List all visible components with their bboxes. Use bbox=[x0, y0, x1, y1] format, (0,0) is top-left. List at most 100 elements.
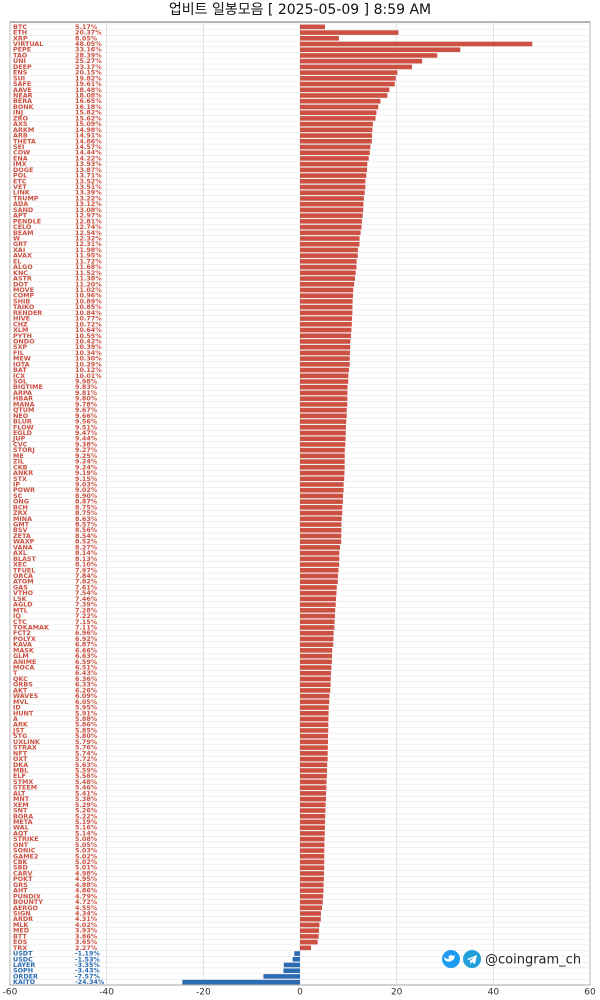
category-label: SXP bbox=[13, 343, 28, 351]
bar bbox=[300, 424, 346, 430]
bar bbox=[300, 808, 326, 813]
category-label: ETC bbox=[13, 177, 27, 185]
category-label: XEC bbox=[13, 561, 27, 569]
value-label: 5.22% bbox=[75, 812, 98, 820]
value-label: 12.54% bbox=[75, 229, 102, 237]
value-label: 4.95% bbox=[75, 875, 98, 883]
category-label: BSV bbox=[13, 526, 27, 534]
value-label: 3.93% bbox=[75, 927, 98, 935]
bar bbox=[300, 642, 334, 647]
category-label: LINK bbox=[13, 189, 31, 197]
bar bbox=[292, 956, 300, 962]
value-label: 10.85% bbox=[75, 303, 102, 311]
category-label: VANA bbox=[13, 543, 33, 551]
value-label: 9.24% bbox=[75, 458, 98, 466]
bar bbox=[294, 951, 300, 956]
category-label: ATOM bbox=[13, 578, 34, 586]
value-label: 8.27% bbox=[75, 543, 98, 551]
bar bbox=[300, 505, 343, 510]
category-label: BONK bbox=[13, 103, 35, 111]
value-label: 10.89% bbox=[75, 297, 102, 305]
category-label: SIGN bbox=[13, 909, 31, 917]
value-label: 20.15% bbox=[75, 69, 102, 77]
value-label: 13.22% bbox=[75, 194, 102, 202]
x-tick-label: -20 bbox=[196, 988, 211, 998]
bar bbox=[300, 596, 337, 602]
category-label: ONG bbox=[13, 498, 29, 506]
bar bbox=[300, 161, 368, 167]
bar bbox=[300, 327, 352, 333]
bar bbox=[300, 413, 347, 419]
category-label: AXL bbox=[13, 549, 27, 557]
value-label: 9.15% bbox=[75, 475, 98, 483]
category-label: POL bbox=[13, 172, 27, 180]
value-label: 14.22% bbox=[75, 154, 102, 162]
category-label: FCT2 bbox=[13, 629, 31, 637]
bar bbox=[300, 648, 333, 653]
bar bbox=[300, 241, 360, 247]
category-label: ARB bbox=[13, 132, 28, 140]
category-label: ME bbox=[13, 452, 24, 460]
category-label: VET bbox=[13, 183, 27, 191]
category-label: SEI bbox=[13, 143, 24, 151]
value-label: 3.86% bbox=[75, 932, 98, 940]
value-label: 6.09% bbox=[75, 692, 98, 700]
category-label: SC bbox=[13, 492, 23, 500]
value-label: 4.31% bbox=[75, 915, 98, 923]
category-label: IMX bbox=[13, 160, 27, 168]
value-label: 15.82% bbox=[75, 109, 102, 117]
category-label: KNC bbox=[13, 269, 28, 277]
value-label: 10.72% bbox=[75, 320, 102, 328]
value-label: 12.31% bbox=[75, 240, 102, 248]
category-label: HIVE bbox=[13, 315, 30, 323]
category-label: AHT bbox=[13, 887, 28, 895]
value-label: 14.98% bbox=[75, 126, 102, 134]
value-label: -3.43% bbox=[75, 967, 100, 975]
bar bbox=[300, 527, 342, 533]
category-label: MEW bbox=[13, 355, 31, 363]
bar bbox=[300, 831, 325, 836]
bar bbox=[300, 150, 370, 155]
value-label: 7.82% bbox=[75, 578, 98, 586]
category-label: KAITO bbox=[13, 978, 36, 986]
bar bbox=[300, 167, 368, 173]
value-label: 16.18% bbox=[75, 103, 102, 111]
bar bbox=[300, 253, 358, 258]
value-label: 11.68% bbox=[75, 263, 102, 271]
category-label: EOS bbox=[13, 938, 28, 946]
bar bbox=[300, 390, 348, 396]
category-label: IQ bbox=[13, 612, 21, 620]
bar bbox=[300, 76, 396, 81]
category-label: W bbox=[13, 235, 20, 243]
value-label: 11.20% bbox=[75, 280, 102, 288]
bar bbox=[300, 47, 461, 53]
bar bbox=[300, 470, 345, 476]
value-label: 8.56% bbox=[75, 526, 98, 534]
category-label: ALGO bbox=[13, 263, 33, 271]
value-label: 6.05% bbox=[75, 698, 98, 706]
category-label: WAL bbox=[13, 824, 29, 832]
bar bbox=[300, 116, 376, 121]
value-label: 9.83% bbox=[75, 383, 98, 391]
value-label: 13.71% bbox=[75, 172, 102, 180]
bar bbox=[300, 447, 345, 453]
category-label: STMX bbox=[13, 778, 33, 786]
category-label: ICX bbox=[13, 372, 25, 380]
bar bbox=[300, 144, 371, 150]
value-label: 7.61% bbox=[75, 583, 98, 591]
value-label: 5.46% bbox=[75, 784, 98, 792]
value-label: 9.66% bbox=[75, 412, 98, 420]
bar bbox=[300, 373, 349, 379]
category-label: APT bbox=[13, 212, 28, 220]
x-tick-label: 0 bbox=[297, 988, 303, 998]
category-label: IP bbox=[13, 480, 20, 488]
value-label: 5.80% bbox=[75, 732, 98, 740]
x-tick-label: 40 bbox=[488, 988, 500, 998]
bar bbox=[300, 699, 330, 705]
value-label: 23.17% bbox=[75, 63, 102, 71]
bar bbox=[300, 665, 332, 670]
bar bbox=[300, 173, 367, 178]
bar bbox=[300, 201, 364, 207]
bar bbox=[300, 70, 398, 75]
